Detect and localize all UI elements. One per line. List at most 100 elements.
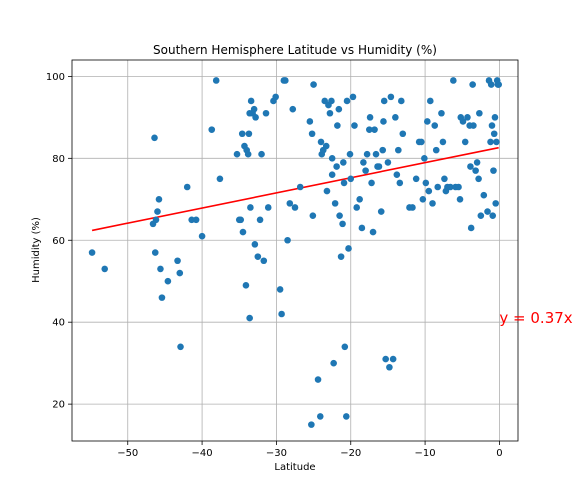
scatter-point (426, 97, 434, 105)
scatter-point (276, 286, 284, 293)
scatter-point (492, 200, 500, 207)
scatter-point (154, 208, 161, 215)
scatter-point (286, 200, 294, 207)
scatter-point (328, 171, 336, 179)
scatter-point (371, 126, 378, 133)
scatter-point (395, 146, 402, 154)
x-tick-label: 0 (496, 448, 502, 459)
x-axis-label: Latitude (274, 462, 315, 473)
scatter-point (412, 175, 420, 183)
scatter-point (341, 343, 349, 351)
scatter-point (368, 179, 375, 187)
scatter-point (351, 122, 358, 129)
data-points (88, 77, 502, 428)
scatter-point (491, 114, 499, 121)
scatter-point (372, 150, 380, 158)
scatter-point (487, 81, 495, 88)
scatter-point (237, 216, 245, 224)
scatter-point (296, 183, 304, 191)
scatter-point (475, 175, 482, 183)
scatter-point (158, 294, 166, 301)
scatter-point (438, 109, 445, 117)
scatter-point (353, 204, 360, 211)
scatter-point (343, 97, 351, 105)
scatter-point (242, 282, 250, 289)
scatter-point (233, 150, 241, 158)
scatter-point (467, 163, 474, 170)
scatter-point (151, 249, 159, 256)
scatter-point (488, 122, 496, 129)
scatter-point (393, 171, 401, 179)
scatter-point (421, 155, 428, 162)
y-tick-label: 80 (52, 154, 65, 165)
scatter-point (239, 228, 247, 236)
scatter-point (291, 204, 299, 211)
scatter-point (455, 183, 462, 191)
scatter-point (434, 183, 442, 191)
scatter-point (250, 105, 258, 113)
scatter-point (176, 269, 184, 277)
scatter-point (347, 175, 355, 183)
scatter-point (155, 195, 163, 203)
scatter-point (306, 118, 314, 125)
scatter-point (252, 114, 259, 121)
scatter-point (151, 134, 158, 142)
scatter-point (384, 159, 392, 166)
scatter-point (366, 114, 374, 121)
scatter-point (456, 195, 464, 203)
scatter-point (450, 77, 457, 84)
scatter-point (387, 93, 395, 101)
scatter-point (177, 343, 184, 351)
scatter-point (198, 232, 206, 240)
grid (72, 60, 518, 441)
scatter-point (377, 208, 385, 215)
scatter-point (349, 93, 357, 101)
scatter-point (326, 109, 334, 117)
scatter-point (425, 187, 433, 195)
scatter-point (399, 130, 407, 138)
scatter-point (469, 81, 476, 88)
scatter-point (238, 130, 246, 138)
scatter-point (439, 138, 447, 146)
scatter-point (470, 122, 477, 129)
x-tick-label: −40 (192, 448, 213, 459)
scatter-point (379, 146, 387, 154)
scatter-point (380, 118, 387, 125)
scatter-point (489, 212, 497, 219)
scatter-point (392, 114, 399, 121)
scatter-point (247, 97, 255, 105)
scatter-point (369, 228, 377, 236)
scatter-point (256, 216, 264, 224)
scatter-point (397, 97, 405, 105)
y-tick-label: 40 (52, 318, 65, 329)
x-tick-label: −10 (415, 448, 436, 459)
regression-line (91, 146, 499, 232)
scatter-point (216, 175, 224, 183)
scatter-point (472, 167, 479, 174)
scatter-point (363, 150, 371, 158)
scatter-point (254, 253, 262, 260)
scatter-point (419, 195, 427, 203)
scatter-point (212, 77, 220, 84)
scatter-point (375, 163, 383, 170)
y-tick-label: 60 (52, 236, 65, 247)
scatter-point (258, 150, 265, 158)
scatter-point (346, 150, 354, 158)
scatter-point (308, 421, 315, 428)
y-axis-label: Humidity (%) (31, 217, 42, 283)
scatter-point (251, 241, 259, 248)
scatter-point (192, 216, 200, 224)
scatter-point (380, 97, 388, 105)
scatter-point (174, 257, 181, 265)
scatter-point (328, 155, 336, 162)
scatter-point (340, 179, 348, 187)
scatter-point (447, 183, 454, 191)
scatter-point (289, 105, 297, 113)
scatter-point (473, 159, 481, 166)
scatter-point (464, 114, 471, 121)
scatter-point (164, 277, 172, 285)
scatter-point (334, 122, 341, 129)
scatter-point (484, 208, 491, 215)
scatter-point (342, 413, 350, 420)
